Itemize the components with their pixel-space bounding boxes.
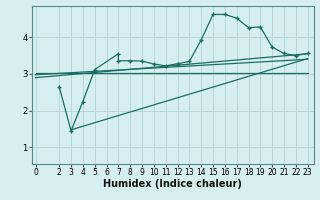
X-axis label: Humidex (Indice chaleur): Humidex (Indice chaleur) — [103, 179, 242, 189]
